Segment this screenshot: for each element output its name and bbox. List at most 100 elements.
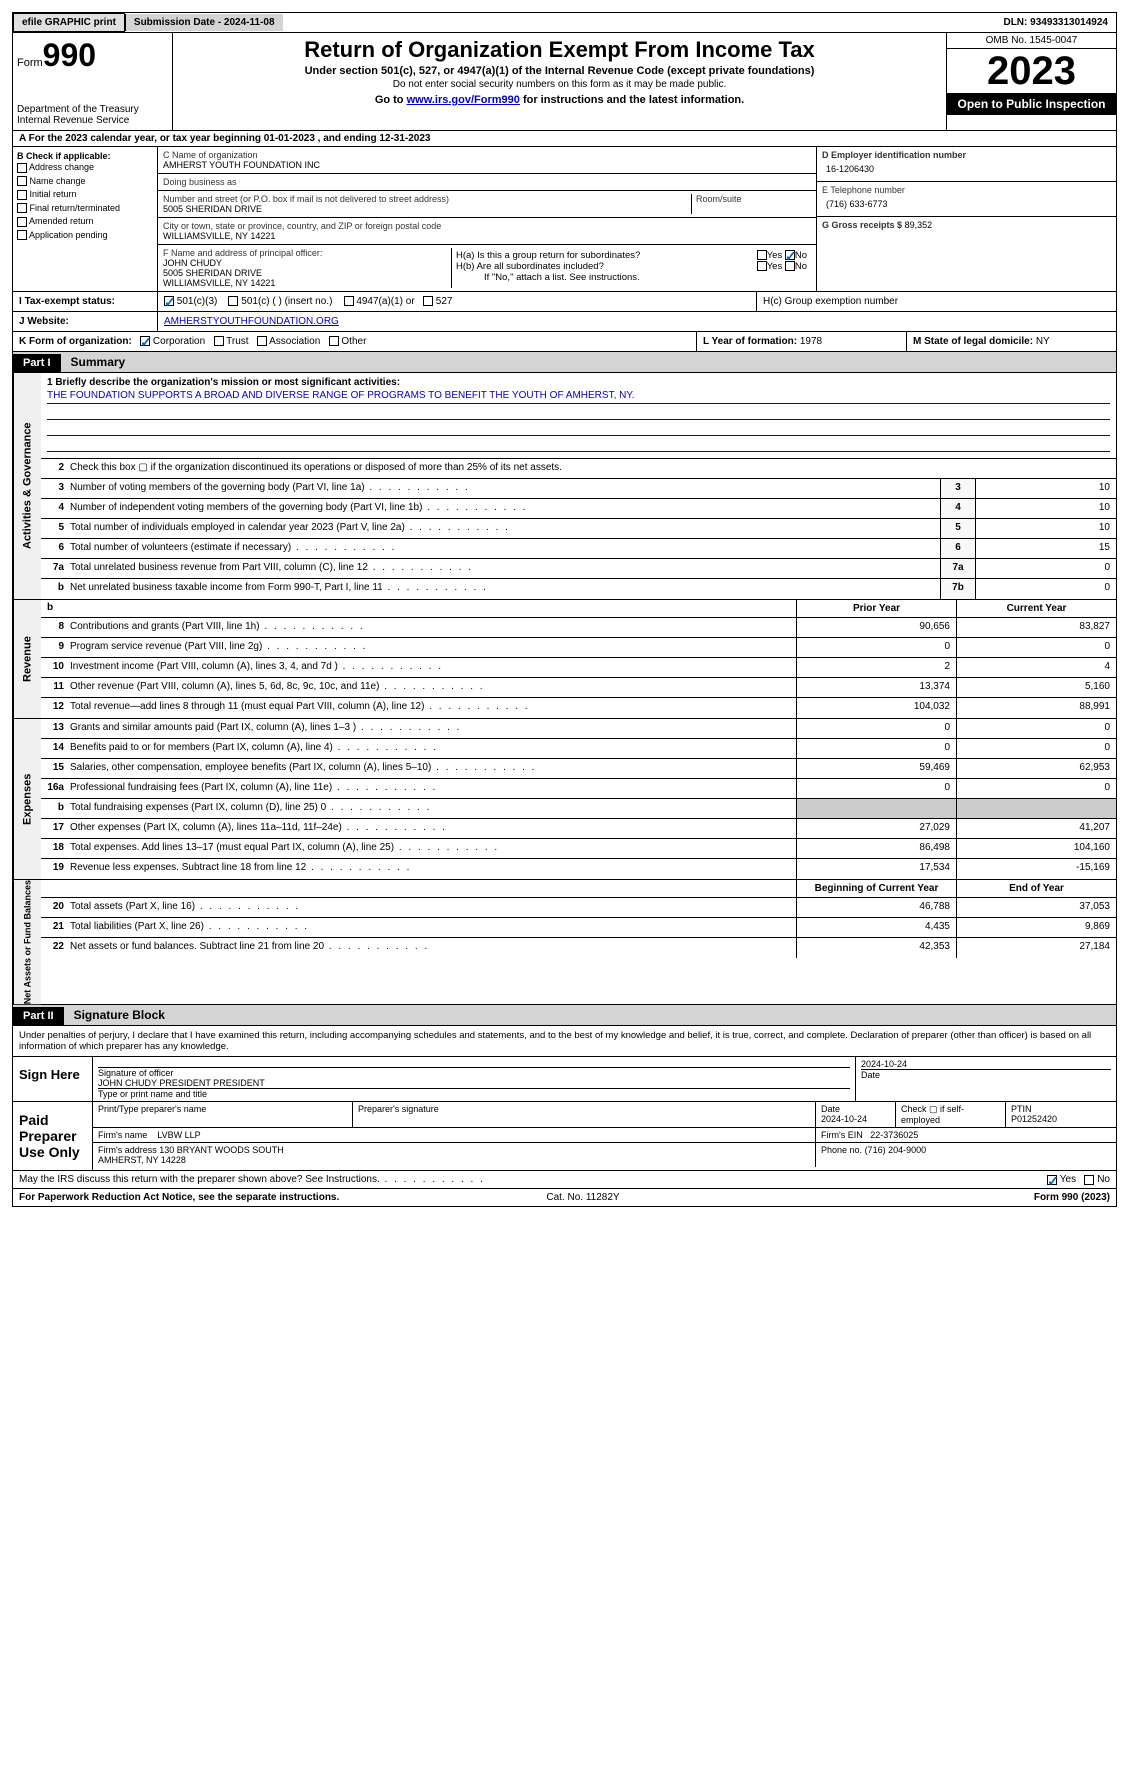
line-3: Number of voting members of the governin…: [67, 479, 940, 498]
vtab-revenue: Revenue: [13, 600, 41, 718]
cb-initial-return[interactable]: Initial return: [17, 188, 153, 202]
ein-label: D Employer identification number: [822, 150, 1111, 160]
tax-exempt-label: I Tax-exempt status:: [13, 292, 158, 311]
line-13: Grants and similar amounts paid (Part IX…: [67, 719, 796, 738]
part-1-bar: Part ISummary: [12, 352, 1117, 373]
street-label: Number and street (or P.O. box if mail i…: [163, 194, 691, 204]
firm-phone: (716) 204-9000: [865, 1145, 927, 1155]
section-b-label: B Check if applicable:: [17, 151, 153, 161]
line-21-prior: 4,435: [796, 918, 956, 937]
vtab-governance: Activities & Governance: [13, 373, 41, 599]
preparer-name-label: Print/Type preparer's name: [93, 1102, 353, 1127]
line-8-prior: 90,656: [796, 618, 956, 637]
line-15-current: 62,953: [956, 759, 1116, 778]
form-header: Form990 Department of the Treasury Inter…: [12, 33, 1117, 131]
year-formation: L Year of formation: 1978: [696, 332, 906, 351]
identification-grid: B Check if applicable: Address change Na…: [12, 147, 1117, 292]
line-22-current: 27,184: [956, 938, 1116, 958]
officer-value: JOHN CHUDY 5005 SHERIDAN DRIVE WILLIAMSV…: [163, 258, 451, 288]
signature-declaration: Under penalties of perjury, I declare th…: [12, 1026, 1117, 1057]
line-14: Benefits paid to or for members (Part IX…: [67, 739, 796, 758]
line-6: Total number of volunteers (estimate if …: [67, 539, 940, 558]
line-15-prior: 59,469: [796, 759, 956, 778]
tel-label: E Telephone number: [822, 185, 1111, 195]
line-17: Other expenses (Part IX, column (A), lin…: [67, 819, 796, 838]
line-4: Number of independent voting members of …: [67, 499, 940, 518]
dept-treasury: Department of the Treasury Internal Reve…: [17, 104, 168, 126]
line-22: Net assets or fund balances. Subtract li…: [67, 938, 796, 958]
firm-ein: 22-3736025: [870, 1130, 918, 1140]
cb-name-change[interactable]: Name change: [17, 175, 153, 189]
form-subtitle: Under section 501(c), 527, or 4947(a)(1)…: [177, 65, 942, 77]
line-22-prior: 42,353: [796, 938, 956, 958]
line-b: Net unrelated business taxable income fr…: [67, 579, 940, 599]
line-9-prior: 0: [796, 638, 956, 657]
line-7a-value: 0: [976, 559, 1116, 578]
line-11-current: 5,160: [956, 678, 1116, 697]
line-20-current: 37,053: [956, 898, 1116, 917]
ein-value: 16-1206430: [822, 160, 1111, 178]
cb-address-change[interactable]: Address change: [17, 161, 153, 175]
goto-instructions: Go to www.irs.gov/Form990 for instructio…: [177, 94, 942, 106]
self-employed-cb[interactable]: Check ▢ if self-employed: [896, 1102, 1006, 1127]
tel-value: (716) 633-6773: [822, 195, 1111, 213]
line-18-prior: 86,498: [796, 839, 956, 858]
officer-name: JOHN CHUDY PRESIDENT PRESIDENT: [98, 1078, 850, 1088]
submission-date: Submission Date - 2024-11-08: [125, 14, 283, 31]
firm-name: LVBW LLP: [157, 1130, 200, 1140]
street-value: 5005 SHERIDAN DRIVE: [163, 204, 691, 214]
line-8: Contributions and grants (Part VIII, lin…: [67, 618, 796, 637]
paid-preparer-block: Paid Preparer Use Only Print/Type prepar…: [12, 1102, 1117, 1171]
line-14-prior: 0: [796, 739, 956, 758]
cb-final-return[interactable]: Final return/terminated: [17, 202, 153, 216]
vtab-expenses: Expenses: [13, 719, 41, 879]
page-footer: For Paperwork Reduction Act Notice, see …: [12, 1189, 1117, 1207]
sign-date-label: Date: [861, 1069, 1111, 1080]
line-10-current: 4: [956, 658, 1116, 677]
line-b-prior: [796, 799, 956, 818]
hb-subordinates: H(b) Are all subordinates included? Yes …: [456, 261, 807, 272]
officer-name-label: Type or print name and title: [98, 1088, 850, 1099]
line-9-current: 0: [956, 638, 1116, 657]
line-9: Program service revenue (Part VIII, line…: [67, 638, 796, 657]
line-8-current: 83,827: [956, 618, 1116, 637]
tax-exempt-opts: 501(c)(3) 501(c) ( ) (insert no.) 4947(a…: [158, 292, 756, 311]
room-label: Room/suite: [696, 194, 811, 204]
ptin-value: P01252420: [1011, 1114, 1057, 1124]
omb-number: OMB No. 1545-0047: [947, 33, 1116, 49]
org-name-label: C Name of organization: [163, 150, 811, 160]
line-12: Total revenue—add lines 8 through 11 (mu…: [67, 698, 796, 718]
line-17-prior: 27,029: [796, 819, 956, 838]
cb-amended-return[interactable]: Amended return: [17, 215, 153, 229]
line-12-prior: 104,032: [796, 698, 956, 718]
form-number: Form990: [17, 37, 168, 74]
line-10: Investment income (Part VIII, column (A)…: [67, 658, 796, 677]
line-17-current: 41,207: [956, 819, 1116, 838]
line-19-current: -15,169: [956, 859, 1116, 879]
line-19: Revenue less expenses. Subtract line 18 …: [67, 859, 796, 879]
form-org-type: K Form of organization: Corporation Trus…: [13, 332, 696, 351]
form-title: Return of Organization Exempt From Incom…: [177, 37, 942, 63]
line-16a: Professional fundraising fees (Part IX, …: [67, 779, 796, 798]
line-21-current: 9,869: [956, 918, 1116, 937]
line-2: Check this box ▢ if the organization dis…: [67, 459, 1116, 478]
line-13-current: 0: [956, 719, 1116, 738]
line-16a-prior: 0: [796, 779, 956, 798]
city-value: WILLIAMSVILLE, NY 14221: [163, 231, 811, 241]
hdr-prior-year: Prior Year: [796, 600, 956, 617]
ha-group-return: H(a) Is this a group return for subordin…: [456, 250, 807, 261]
cb-app-pending[interactable]: Application pending: [17, 229, 153, 243]
officer-sig-label: Signature of officer: [98, 1067, 850, 1078]
efile-print-button[interactable]: efile GRAPHIC print: [13, 13, 125, 32]
sign-date: 2024-10-24: [861, 1059, 1111, 1069]
mission-block: 1 Briefly describe the organization's mi…: [41, 373, 1116, 459]
sign-here-block: Sign Here Signature of officer JOHN CHUD…: [12, 1057, 1117, 1102]
part-2-bar: Part IISignature Block: [12, 1005, 1117, 1026]
dln-number: DLN: 93493313014924: [995, 14, 1116, 31]
website-link[interactable]: AMHERSTYOUTHFOUNDATION.ORG: [164, 316, 339, 327]
line-b: Total fundraising expenses (Part IX, col…: [67, 799, 796, 818]
irs-link[interactable]: www.irs.gov/Form990: [407, 94, 520, 106]
line-b-current: [956, 799, 1116, 818]
line-13-prior: 0: [796, 719, 956, 738]
mission-text: THE FOUNDATION SUPPORTS A BROAD AND DIVE…: [47, 390, 1110, 404]
